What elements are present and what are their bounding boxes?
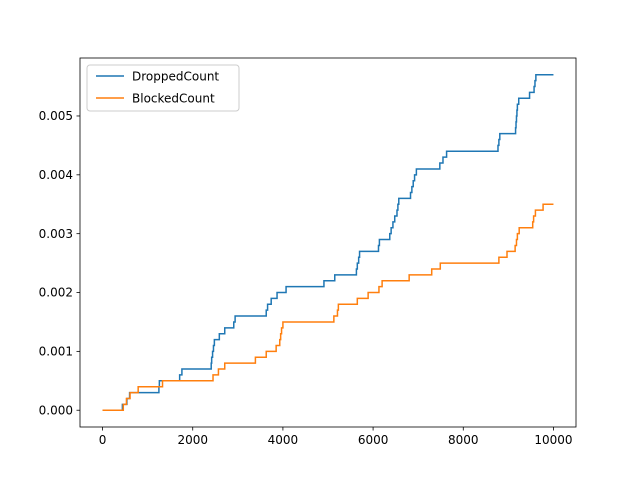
- legend-label-droppedcount: DroppedCount: [132, 69, 219, 83]
- y-tick-label: 0.001: [39, 345, 73, 359]
- series-line-droppedcount: [102, 74, 554, 411]
- y-tick-label: 0.002: [39, 286, 73, 300]
- x-tick-label: 4000: [268, 433, 299, 447]
- x-tick-label: 10000: [534, 433, 572, 447]
- x-tick-label: 6000: [358, 433, 389, 447]
- y-tick-label: 0.003: [39, 227, 73, 241]
- plot-background: [80, 58, 576, 427]
- x-tick-label: 8000: [448, 433, 479, 447]
- legend: DroppedCount BlockedCount: [86, 64, 240, 112]
- series-layer: [102, 74, 554, 411]
- legend-label-blockedcount: BlockedCount: [132, 91, 215, 105]
- x-tick-label: 0: [99, 433, 107, 447]
- legend-box: [86, 64, 240, 112]
- axes-layer: 0 2000 4000 6000 8000 10000 0.000 0.001 0.002 0.0…: [39, 57, 577, 447]
- x-tick-label: 2000: [177, 433, 208, 447]
- plot-area: [80, 58, 576, 427]
- axes-frame: [79, 57, 577, 428]
- y-tick-label: 0.005: [39, 109, 73, 123]
- y-tick-label: 0.004: [39, 168, 73, 182]
- series-line-blockedcount: [102, 203, 554, 411]
- y-tick-label: 0.000: [39, 403, 73, 417]
